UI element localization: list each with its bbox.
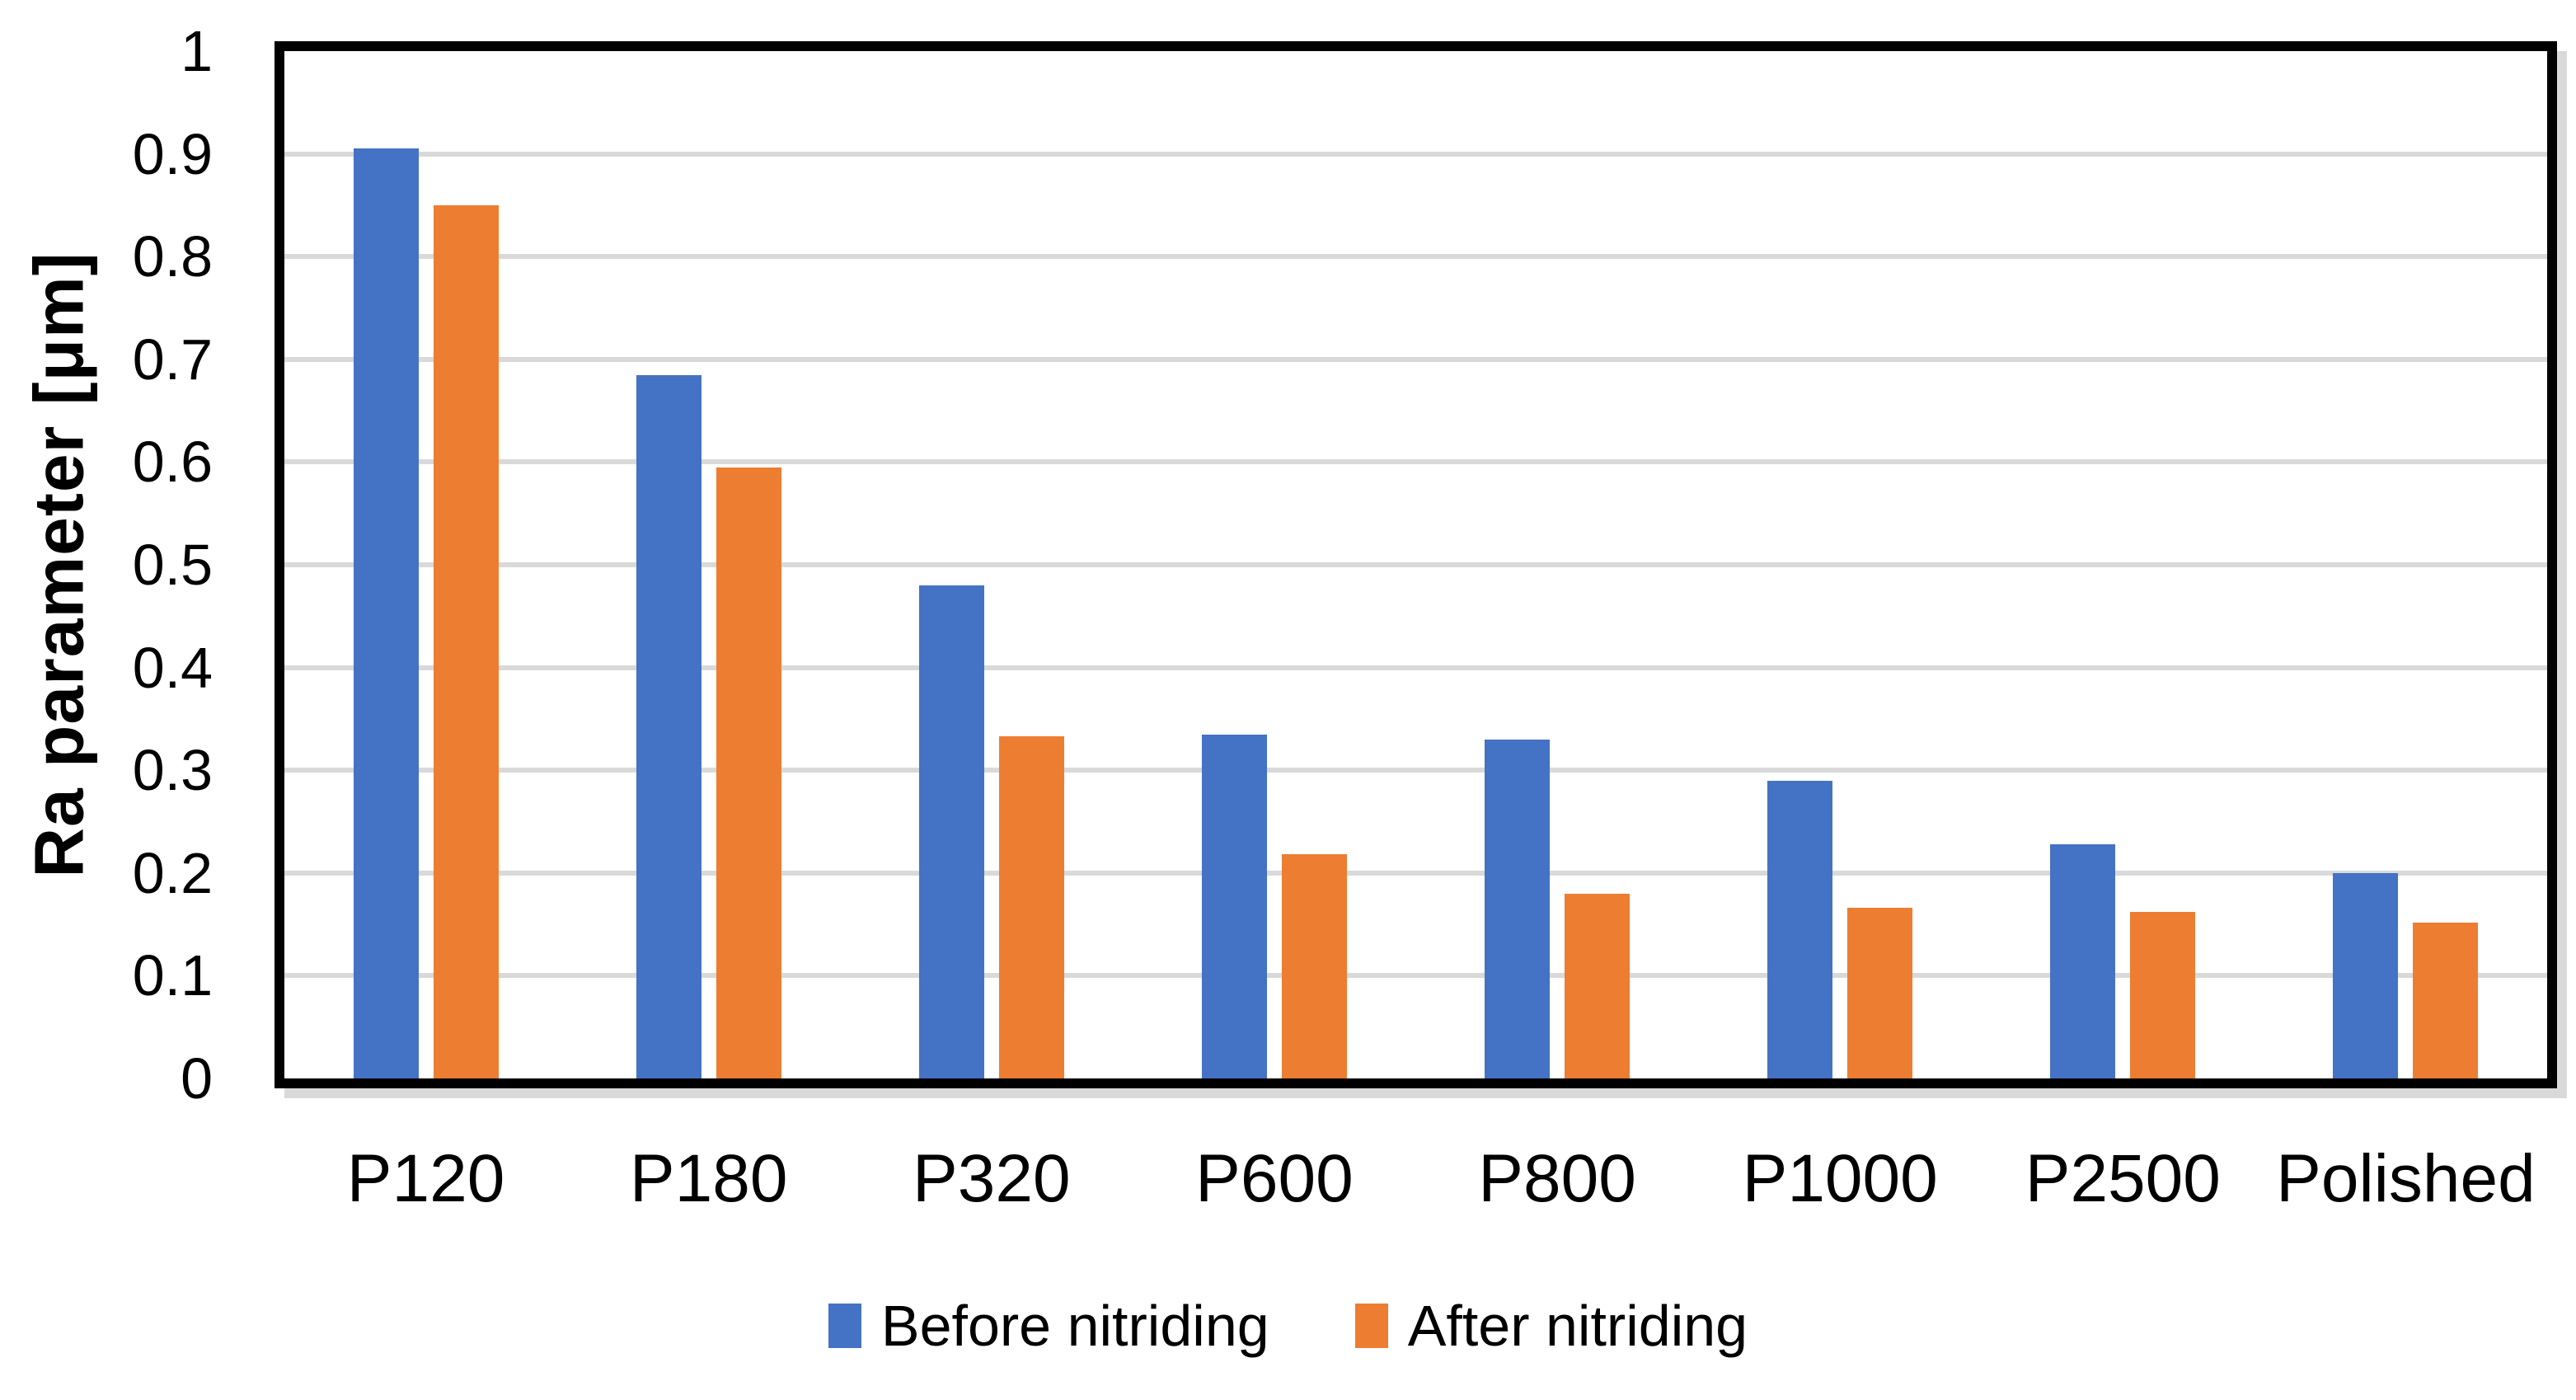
- bar: [2050, 843, 2116, 1078]
- bar: [1281, 854, 1347, 1078]
- y-tick-label: 0.7: [132, 327, 213, 392]
- bar: [636, 374, 701, 1078]
- legend-label: Before nitriding: [880, 1294, 1269, 1358]
- gridline: [284, 973, 2547, 979]
- bar-group: [567, 51, 850, 1078]
- legend-swatch: [828, 1304, 861, 1348]
- legend-item: After nitriding: [1354, 1293, 1748, 1359]
- bar: [353, 148, 419, 1078]
- x-axis-label: P2500: [2025, 1141, 2221, 1216]
- x-axis-label: P800: [1478, 1141, 1636, 1216]
- bar: [2130, 912, 2196, 1078]
- y-tick-label: 0.4: [132, 635, 213, 700]
- gridline: [284, 562, 2547, 567]
- bar: [918, 585, 984, 1078]
- gridline: [284, 459, 2547, 465]
- bar-group: [1133, 51, 1415, 1078]
- x-axis-label: Polished: [2276, 1141, 2536, 1216]
- x-axis-label: P320: [913, 1141, 1071, 1216]
- gridline: [284, 665, 2547, 670]
- bar: [1847, 908, 1913, 1078]
- bar: [1767, 780, 1833, 1078]
- y-tick-label: 0.1: [132, 943, 213, 1008]
- bar-group: [1699, 51, 1982, 1078]
- x-axis-label: P600: [1195, 1141, 1354, 1216]
- y-tick-label: 1: [181, 19, 213, 83]
- bar: [2413, 922, 2479, 1078]
- bar: [1201, 734, 1267, 1078]
- x-axis-label: P180: [629, 1141, 788, 1216]
- bar: [716, 467, 781, 1078]
- gridline: [284, 356, 2547, 362]
- y-tick-label: 0.6: [132, 430, 213, 495]
- bar-group: [284, 51, 567, 1078]
- bar: [2333, 872, 2399, 1078]
- gridline: [284, 254, 2547, 260]
- legend: Before nitriding After nitriding: [0, 1286, 2576, 1365]
- plot-inner: [284, 51, 2547, 1078]
- y-tick-label: 0: [181, 1046, 213, 1111]
- legend-label: After nitriding: [1407, 1294, 1748, 1358]
- bar: [1565, 893, 1631, 1078]
- gridline: [284, 151, 2547, 157]
- y-tick-label: 0.9: [132, 121, 213, 186]
- x-axis-label: P120: [346, 1141, 505, 1216]
- gridline: [284, 768, 2547, 773]
- x-axis-label: P1000: [1742, 1141, 1938, 1216]
- bar-group: [1982, 51, 2264, 1078]
- y-tick-label: 0.5: [132, 533, 213, 597]
- bar: [1485, 739, 1551, 1078]
- bar: [998, 736, 1064, 1078]
- bar-group: [2264, 51, 2547, 1078]
- y-tick-label: 0.3: [132, 738, 213, 803]
- legend-item: Before nitriding: [828, 1293, 1269, 1359]
- gridline: [284, 870, 2547, 876]
- y-tick-label: 0.8: [132, 224, 213, 289]
- legend-swatch: [1354, 1304, 1388, 1348]
- bar: [433, 204, 499, 1078]
- bar-group: [850, 51, 1133, 1078]
- bar-group: [1416, 51, 1699, 1078]
- y-tick-label: 0.2: [132, 840, 213, 905]
- plot-area: [274, 41, 2557, 1088]
